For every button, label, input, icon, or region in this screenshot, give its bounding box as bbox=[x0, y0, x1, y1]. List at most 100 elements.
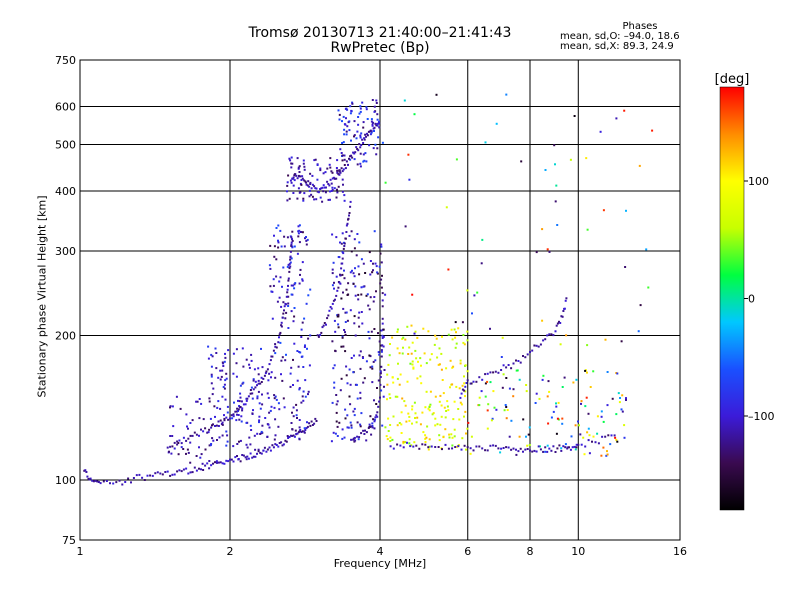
scatter-point bbox=[436, 423, 439, 426]
scatter-point bbox=[469, 382, 472, 385]
scatter-point bbox=[371, 426, 374, 429]
scatter-point bbox=[586, 431, 589, 434]
scatter-point bbox=[615, 413, 618, 416]
scatter-point bbox=[348, 212, 351, 214]
scatter-point bbox=[290, 310, 293, 313]
scatter-point bbox=[289, 250, 292, 253]
scatter-point bbox=[279, 331, 282, 334]
scatter-point bbox=[399, 444, 402, 447]
scatter-point bbox=[127, 477, 130, 480]
scatter-point bbox=[341, 190, 344, 193]
scatter-point bbox=[223, 462, 226, 465]
scatter-point bbox=[309, 183, 312, 185]
scatter-point bbox=[387, 430, 390, 432]
scatter-point bbox=[274, 418, 277, 421]
scatter-point bbox=[489, 444, 492, 447]
scatter-point bbox=[338, 169, 341, 172]
scatter-point bbox=[341, 273, 344, 276]
scatter-point bbox=[528, 426, 531, 429]
scatter-point bbox=[577, 443, 580, 446]
scatter-point bbox=[292, 176, 295, 179]
scatter-point bbox=[351, 101, 354, 104]
scatter-point bbox=[199, 456, 202, 459]
scatter-point bbox=[335, 420, 338, 423]
scatter-point bbox=[651, 129, 654, 132]
scatter-point bbox=[338, 421, 341, 424]
scatter-point bbox=[307, 180, 310, 183]
scatter-point bbox=[269, 285, 272, 288]
scatter-point bbox=[280, 324, 283, 327]
scatter-point bbox=[121, 483, 124, 486]
scatter-point bbox=[330, 440, 333, 443]
scatter-point bbox=[375, 99, 378, 102]
scatter-point bbox=[415, 444, 418, 447]
scatter-point bbox=[463, 382, 466, 385]
scatter-point bbox=[221, 369, 224, 372]
scatter-point bbox=[292, 184, 295, 187]
scatter-point bbox=[380, 243, 383, 246]
chart-title-line1: Tromsø 20130713 21:40:00–21:41:43 bbox=[248, 25, 512, 41]
scatter-point bbox=[586, 371, 588, 374]
scatter-point bbox=[376, 113, 379, 116]
scatter-point bbox=[568, 446, 570, 449]
scatter-point bbox=[178, 469, 181, 472]
scatter-point bbox=[375, 153, 378, 156]
scatter-point bbox=[195, 469, 198, 472]
x-tick-label: 1 bbox=[77, 545, 84, 558]
scatter-point bbox=[298, 241, 301, 244]
scatter-point bbox=[308, 364, 311, 367]
scatter-point bbox=[419, 357, 422, 360]
scatter-point bbox=[187, 437, 190, 440]
scatter-point bbox=[493, 406, 496, 409]
scatter-point bbox=[464, 410, 467, 413]
scatter-point bbox=[262, 377, 265, 380]
scatter-point bbox=[281, 379, 284, 382]
scatter-point bbox=[525, 390, 528, 393]
scatter-point bbox=[375, 290, 377, 293]
scatter-point bbox=[367, 427, 370, 429]
x-tick-label: 4 bbox=[377, 545, 384, 558]
scatter-point bbox=[186, 425, 188, 428]
scatter-point bbox=[297, 232, 300, 235]
scatter-point bbox=[377, 379, 380, 382]
scatter-point bbox=[321, 200, 324, 203]
scatter-point bbox=[392, 381, 395, 384]
scatter-point bbox=[527, 433, 530, 436]
scatter-point bbox=[301, 430, 304, 433]
scatter-point bbox=[297, 431, 300, 434]
scatter-point bbox=[358, 112, 361, 115]
scatter-point bbox=[169, 474, 172, 477]
scatter-point bbox=[385, 435, 388, 438]
scatter-point bbox=[462, 341, 465, 344]
scatter-point bbox=[374, 143, 377, 146]
scatter-point bbox=[313, 198, 316, 201]
scatter-point bbox=[206, 462, 209, 465]
scatter-point bbox=[151, 474, 154, 477]
scatter-point bbox=[338, 113, 341, 116]
scatter-point bbox=[189, 434, 192, 437]
y-tick-label: 100 bbox=[55, 474, 76, 487]
scatter-point bbox=[353, 238, 356, 241]
scatter-point bbox=[212, 439, 215, 442]
scatter-point bbox=[450, 433, 453, 436]
scatter-point bbox=[418, 447, 421, 450]
scatter-point bbox=[422, 431, 425, 434]
scatter-point bbox=[342, 115, 345, 118]
scatter-point bbox=[283, 309, 285, 312]
scatter-point bbox=[283, 305, 286, 308]
scatter-point bbox=[389, 343, 391, 345]
scatter-point bbox=[232, 460, 235, 463]
scatter-point bbox=[457, 327, 460, 330]
scatter-point bbox=[336, 191, 339, 194]
scatter-point bbox=[505, 377, 508, 379]
scatter-point bbox=[584, 369, 587, 372]
scatter-point bbox=[337, 109, 340, 112]
scatter-point bbox=[561, 315, 564, 318]
scatter-point bbox=[554, 163, 556, 166]
scatter-point bbox=[637, 330, 640, 333]
scatter-point bbox=[419, 423, 422, 426]
scatter-point bbox=[348, 129, 351, 132]
scatter-point bbox=[451, 366, 454, 369]
scatter-point bbox=[606, 404, 609, 407]
